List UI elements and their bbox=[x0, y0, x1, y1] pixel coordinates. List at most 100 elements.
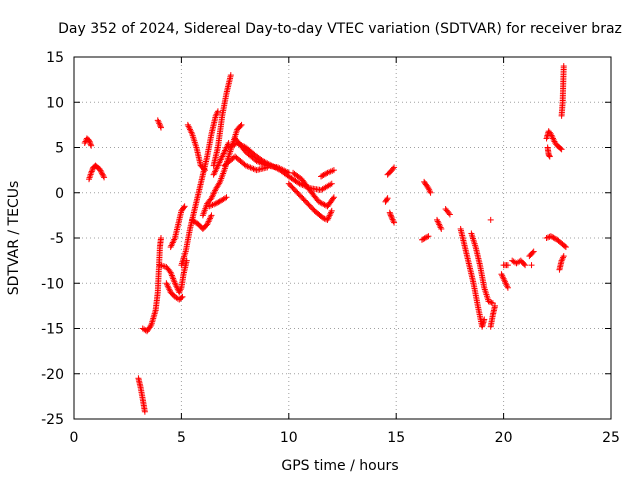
data-point bbox=[387, 212, 394, 219]
x-tick-label: 5 bbox=[177, 430, 186, 446]
data-point bbox=[157, 235, 164, 241]
data-point bbox=[87, 139, 94, 146]
data-point bbox=[86, 138, 93, 145]
data-point bbox=[183, 257, 190, 264]
y-tick-label: -25 bbox=[41, 412, 64, 428]
data-point bbox=[318, 173, 325, 180]
data-point bbox=[561, 243, 568, 250]
data-points bbox=[81, 63, 569, 415]
data-point bbox=[319, 172, 326, 179]
x-axis-label: GPS time / hours bbox=[281, 458, 398, 474]
data-point bbox=[486, 298, 493, 305]
data-point bbox=[522, 262, 529, 269]
data-point bbox=[445, 210, 452, 217]
data-point bbox=[86, 137, 93, 144]
data-point bbox=[560, 63, 567, 70]
data-point bbox=[551, 235, 558, 242]
data-point bbox=[389, 165, 396, 172]
data-point bbox=[157, 123, 164, 130]
data-point bbox=[492, 302, 499, 309]
data-point bbox=[546, 152, 553, 159]
data-point bbox=[328, 180, 335, 187]
data-point bbox=[543, 235, 550, 241]
data-point bbox=[216, 198, 223, 205]
data-point bbox=[528, 262, 535, 269]
data-point bbox=[427, 189, 434, 196]
data-point bbox=[320, 172, 327, 179]
y-tick-label: 10 bbox=[46, 95, 64, 111]
data-point bbox=[485, 298, 492, 305]
data-point bbox=[88, 142, 95, 149]
data-point bbox=[422, 234, 429, 241]
data-point bbox=[157, 124, 164, 131]
data-point bbox=[446, 211, 453, 218]
data-point bbox=[418, 236, 425, 243]
tick-labels: 0 5 10 15 20 25 -25 -20 -15 -10 -5 0 5 10 15 bbox=[41, 50, 620, 446]
data-point bbox=[216, 180, 223, 187]
data-point bbox=[547, 233, 554, 240]
data-point bbox=[504, 262, 511, 269]
x-tick-label: 15 bbox=[387, 430, 405, 446]
y-tick-label: 15 bbox=[46, 50, 64, 66]
data-point bbox=[99, 171, 106, 178]
data-point bbox=[330, 194, 337, 201]
data-point bbox=[214, 108, 221, 115]
data-point bbox=[438, 225, 445, 232]
y-tick-label: 0 bbox=[55, 186, 64, 202]
data-point bbox=[529, 249, 536, 256]
x-tick-label: 10 bbox=[280, 430, 298, 446]
data-point bbox=[329, 195, 336, 202]
data-point bbox=[488, 299, 495, 306]
data-point bbox=[391, 164, 398, 171]
y-tick-label: -10 bbox=[41, 276, 64, 292]
data-point bbox=[323, 170, 330, 177]
data-point bbox=[559, 256, 566, 263]
data-point bbox=[391, 219, 398, 226]
y-tick-label: 5 bbox=[55, 141, 64, 157]
data-point bbox=[208, 212, 215, 219]
data-point bbox=[100, 173, 107, 180]
data-point bbox=[214, 199, 221, 206]
data-point bbox=[88, 168, 95, 175]
data-point bbox=[557, 145, 564, 152]
data-point bbox=[487, 216, 494, 223]
data-point bbox=[328, 207, 335, 214]
data-point bbox=[180, 204, 187, 211]
y-tick-label: -20 bbox=[41, 367, 64, 383]
data-point bbox=[215, 199, 222, 206]
data-point bbox=[560, 253, 567, 260]
data-point bbox=[141, 408, 148, 415]
data-point bbox=[387, 211, 394, 218]
data-point bbox=[546, 153, 553, 160]
data-point bbox=[98, 170, 105, 177]
data-point bbox=[181, 203, 188, 210]
data-point bbox=[202, 167, 209, 174]
data-point bbox=[424, 233, 431, 240]
data-point bbox=[178, 294, 185, 301]
data-point bbox=[388, 213, 395, 220]
data-point bbox=[147, 323, 154, 330]
axis-ticks bbox=[73, 56, 612, 420]
data-point bbox=[98, 168, 105, 175]
data-point bbox=[264, 164, 271, 171]
data-point bbox=[386, 209, 393, 216]
x-tick-label: 25 bbox=[602, 430, 620, 446]
data-point bbox=[320, 215, 327, 222]
data-point bbox=[156, 121, 163, 128]
data-point bbox=[89, 167, 96, 174]
data-point bbox=[521, 261, 528, 268]
data-point bbox=[550, 234, 557, 241]
data-point bbox=[420, 236, 427, 243]
y-tick-label: -5 bbox=[50, 231, 64, 247]
data-point bbox=[504, 284, 511, 291]
data-point bbox=[87, 141, 94, 148]
data-point bbox=[97, 167, 104, 174]
data-point bbox=[213, 111, 220, 118]
x-tick-label: 0 bbox=[70, 430, 79, 446]
data-point bbox=[200, 165, 207, 172]
data-point bbox=[383, 196, 390, 203]
data-point bbox=[481, 316, 488, 323]
data-point bbox=[96, 166, 103, 173]
data-point bbox=[384, 195, 391, 202]
